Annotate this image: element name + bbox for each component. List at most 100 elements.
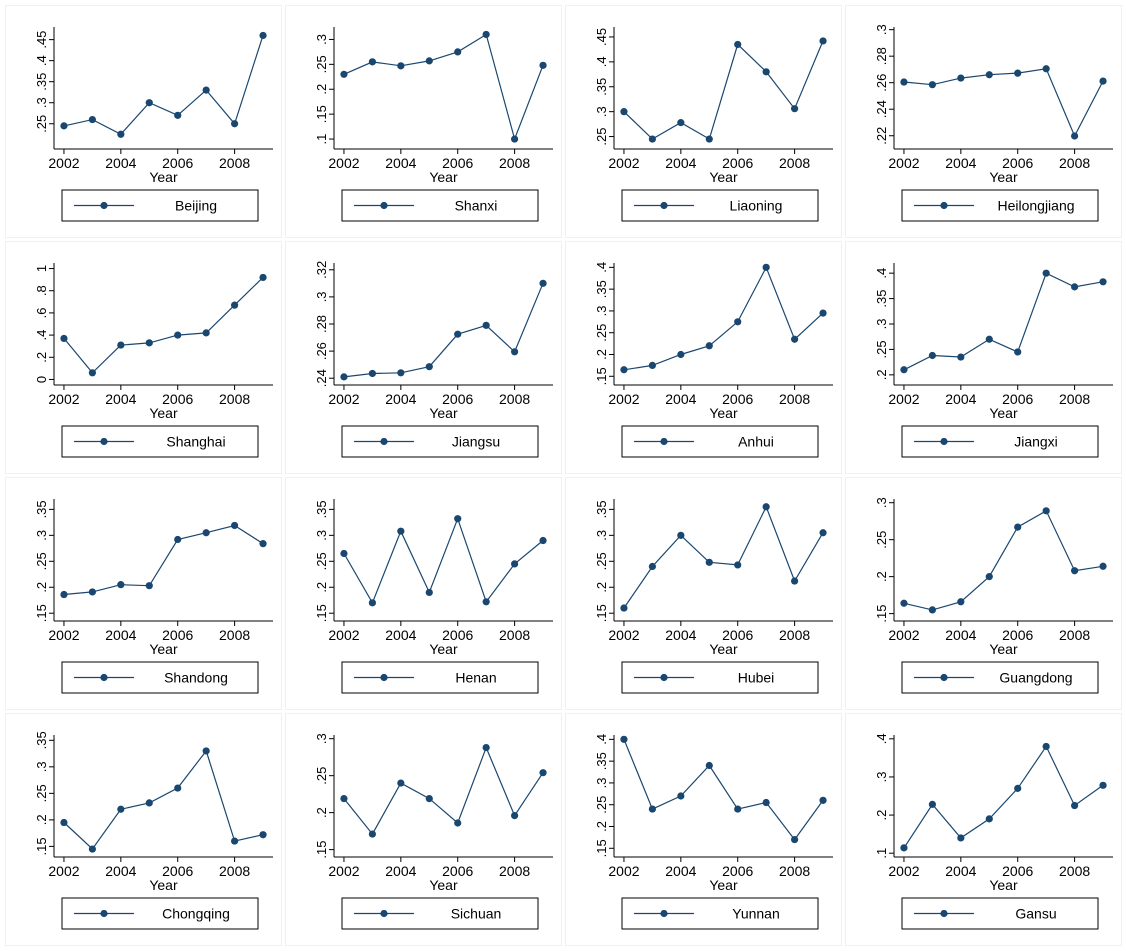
x-tick-label: 2008 — [779, 155, 810, 171]
y-tick-label: .4 — [34, 55, 49, 66]
legend: Yunnan — [621, 897, 819, 930]
data-point — [734, 561, 742, 569]
data-point — [648, 361, 656, 369]
legend-label: Shandong — [164, 670, 228, 686]
data-point — [397, 369, 405, 377]
data-point — [117, 341, 125, 349]
data-point — [620, 366, 628, 374]
data-point — [174, 111, 182, 119]
data-point — [88, 588, 96, 596]
panel-frame — [5, 477, 282, 710]
data-point — [231, 301, 239, 309]
series-line-anhui — [623, 265, 824, 371]
y-tick-label: .25 — [34, 552, 49, 570]
series-line-jiangxi — [903, 272, 1104, 371]
y-tick-label: .15 — [874, 605, 889, 623]
x-tick-label: 2008 — [219, 863, 250, 879]
legend-box — [341, 897, 539, 930]
data-point — [1071, 283, 1079, 291]
x-tick-label: 2008 — [499, 627, 530, 643]
data-point — [819, 309, 827, 317]
x-axis-label: Year — [709, 405, 738, 421]
data-point — [677, 119, 685, 127]
y-tick-label: .2 — [594, 582, 609, 593]
x-tick-label: 2008 — [219, 627, 250, 643]
series-line-chongqing — [63, 749, 264, 850]
x-axis-label: Year — [429, 169, 458, 185]
x-tick-label: 2006 — [442, 391, 473, 407]
data-point — [928, 606, 936, 614]
y-tick-label: .26 — [874, 74, 889, 92]
data-point — [174, 331, 182, 339]
x-tick-label: 2004 — [105, 391, 136, 407]
data-point — [819, 796, 827, 804]
legend: Jiangsu — [341, 425, 539, 458]
panel-frame — [845, 713, 1122, 946]
data-point — [117, 581, 125, 589]
data-point — [60, 590, 68, 599]
legend-marker-icon — [100, 201, 108, 210]
x-axis-label: Year — [149, 877, 178, 893]
legend-marker-icon — [380, 201, 388, 210]
panel-frame — [5, 5, 282, 238]
x-tick-label: 2002 — [608, 155, 639, 171]
data-point — [1099, 562, 1107, 570]
y-tick-label: .2 — [34, 814, 49, 825]
chart-panel-gansu: .1 .2 .3 .4 2002 2004 2006 2008 Year Gansu — [845, 713, 1122, 946]
data-point — [1014, 69, 1022, 77]
x-axis-label: Year — [989, 877, 1018, 893]
data-point — [425, 794, 433, 803]
y-tick-label: .2 — [314, 807, 329, 818]
data-point — [1071, 132, 1079, 140]
y-tick-label: .3 — [314, 733, 329, 744]
legend-label: Yunnan — [732, 906, 780, 922]
y-tick-label: .45 — [594, 28, 609, 46]
x-tick-label: 2008 — [499, 863, 530, 879]
legend: Gansu — [901, 897, 1099, 930]
x-tick-label: 2002 — [48, 627, 79, 643]
x-tick-label: 2006 — [442, 863, 473, 879]
panel-frame — [845, 5, 1122, 238]
legend-marker-icon — [380, 909, 388, 918]
data-point — [900, 78, 908, 86]
x-tick-label: 2006 — [162, 155, 193, 171]
data-point — [425, 57, 433, 65]
data-point — [231, 837, 239, 845]
y-tick-label: .3 — [34, 97, 49, 108]
x-tick-label: 2002 — [48, 391, 79, 407]
data-point — [957, 353, 965, 361]
data-point — [620, 604, 628, 612]
x-tick-label: 2004 — [665, 155, 696, 171]
x-tick-label: 2004 — [945, 627, 976, 643]
data-point — [368, 830, 376, 838]
y-tick-label: .3 — [594, 530, 609, 541]
chart-panel-heilongjiang: .22 .24 .26 .28 .3 2002 2004 2006 2008 Year Heilon… — [845, 5, 1122, 238]
x-tick-label: 2006 — [722, 155, 753, 171]
data-point — [60, 818, 68, 827]
legend-label: Chongqing — [162, 906, 230, 922]
data-point — [1014, 523, 1022, 531]
y-tick-label: .3 — [314, 34, 329, 45]
data-point — [145, 582, 153, 590]
data-point — [145, 99, 153, 107]
x-tick-label: 2006 — [722, 391, 753, 407]
data-point — [60, 334, 68, 343]
y-tick-label: .25 — [314, 767, 329, 785]
legend-marker-icon — [380, 437, 388, 446]
data-point — [1099, 781, 1107, 789]
x-tick-label: 2006 — [162, 863, 193, 879]
x-tick-label: 2006 — [1002, 627, 1033, 643]
panel-frame — [845, 241, 1122, 474]
chart-panel-jiangsu: .24 .26 .28 .3 .32 2002 2004 2006 2008 Year Jiangs… — [285, 241, 562, 474]
x-tick-label: 2004 — [385, 391, 416, 407]
x-tick-label: 2004 — [665, 863, 696, 879]
data-point — [705, 558, 713, 566]
x-axis-label: Year — [989, 169, 1018, 185]
data-point — [482, 743, 490, 752]
y-tick-label: .25 — [594, 324, 609, 342]
x-tick-label: 2006 — [162, 391, 193, 407]
y-tick-label: .15 — [594, 367, 609, 385]
y-tick-label: .35 — [594, 78, 609, 96]
x-tick-label: 2004 — [945, 155, 976, 171]
